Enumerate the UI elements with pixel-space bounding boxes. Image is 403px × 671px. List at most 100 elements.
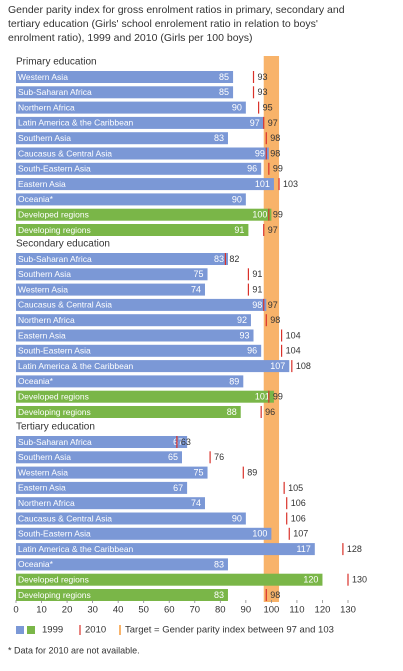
category-label: Eastern Asia (18, 330, 66, 340)
value-label: 65 (168, 452, 178, 462)
value-label-2010: 93 (258, 72, 268, 82)
category-label: Oceania* (18, 194, 54, 204)
chart-title: Gender parity index for gross enrolment … (8, 4, 345, 16)
bar (16, 390, 274, 403)
value-label: 98 (252, 300, 262, 310)
value-label-2010: 105 (288, 483, 303, 493)
value-label-2010: 91 (252, 284, 262, 294)
bar (16, 543, 315, 556)
category-label: Caucasus & Central Asia (18, 148, 112, 158)
bar (16, 132, 228, 145)
value-label: 67 (173, 437, 183, 447)
value-label: 85 (219, 87, 229, 97)
value-label: 75 (194, 269, 204, 279)
value-label-2010: 99 (273, 392, 283, 402)
value-label: 74 (191, 284, 201, 294)
value-label-2010: 63 (181, 437, 191, 447)
value-label: 101 (255, 392, 270, 402)
category-label: Caucasus & Central Asia (18, 300, 112, 310)
bar (16, 466, 208, 479)
x-tick-label: 60 (164, 605, 175, 616)
chart-title: tertiary education (Girls' school enrole… (8, 18, 318, 30)
value-label-2010: 104 (286, 346, 301, 356)
bar (16, 224, 249, 236)
category-label: Latin America & the Caribbean (18, 361, 134, 371)
value-label: 67 (173, 483, 183, 493)
value-label-2010: 76 (214, 452, 224, 462)
category-label: Developing regions (18, 590, 91, 600)
value-label: 120 (303, 575, 318, 585)
legend-label: 2010 (85, 625, 106, 636)
x-tick-label: 20 (62, 605, 73, 616)
value-label: 75 (194, 467, 204, 477)
category-label: Northern Africa (18, 102, 75, 112)
bar (16, 101, 246, 114)
bar (16, 589, 228, 601)
value-label: 117 (296, 544, 310, 554)
x-tick-label: 110 (289, 605, 304, 616)
value-label-2010: 106 (291, 498, 306, 508)
bar (16, 406, 241, 418)
category-label: South-Eastern Asia (18, 164, 91, 174)
value-label: 89 (229, 376, 239, 386)
category-label: Eastern Asia (18, 483, 66, 493)
bar (16, 497, 205, 510)
value-label-2010: 98 (270, 133, 280, 143)
value-label: 96 (247, 346, 257, 356)
category-label: Developing regions (18, 407, 91, 417)
category-label: Oceania* (18, 376, 54, 386)
category-label: Northern Africa (18, 315, 75, 325)
bar (16, 86, 234, 99)
value-label-2010: 95 (263, 102, 273, 112)
value-label: 90 (232, 513, 242, 523)
category-label: Caucasus & Central Asia (18, 513, 112, 523)
category-label: Southern Asia (18, 452, 71, 462)
panel-title: Primary education (16, 57, 97, 68)
bar (16, 375, 244, 388)
value-label: 101 (255, 179, 270, 189)
category-label: Oceania* (18, 559, 54, 569)
value-label-2010: 107 (293, 529, 308, 539)
legend-label: 1999 (42, 625, 63, 636)
value-label-2010: 96 (265, 407, 275, 417)
value-label: 100 (252, 210, 267, 220)
value-label: 100 (252, 529, 267, 539)
category-label: Developed regions (18, 574, 89, 584)
value-label: 92 (237, 315, 247, 325)
bar (16, 344, 262, 357)
bar (16, 208, 272, 221)
x-tick-label: 50 (138, 605, 149, 616)
bar (16, 451, 182, 464)
value-label: 90 (232, 102, 242, 112)
x-tick-label: 80 (215, 605, 226, 616)
value-label-2010: 130 (352, 575, 367, 585)
value-label: 99 (255, 148, 265, 158)
chart-title: enrolment ratio), 1999 and 2010 (Girls p… (8, 32, 253, 44)
bar (16, 178, 274, 191)
bar (16, 71, 234, 83)
value-label-2010: 128 (347, 544, 362, 554)
value-label-2010: 106 (291, 513, 306, 523)
bar (16, 193, 246, 206)
value-label-2010: 97 (268, 300, 278, 310)
bar (16, 573, 323, 586)
category-label: Sub-Saharan Africa (18, 437, 92, 447)
value-label: 83 (214, 590, 224, 600)
category-label: Latin America & the Caribbean (18, 544, 134, 554)
category-label: South-Eastern Asia (18, 529, 91, 539)
category-label: Sub-Saharan Africa (18, 254, 92, 264)
bar (16, 162, 262, 175)
category-label: Southern Asia (18, 269, 71, 279)
bar (16, 253, 228, 265)
panel-title: Secondary education (16, 239, 110, 250)
bar (16, 558, 228, 571)
category-label: Southern Asia (18, 133, 71, 143)
target-band (263, 56, 280, 602)
category-label: Western Asia (18, 467, 68, 477)
value-label-2010: 104 (286, 330, 301, 340)
value-label: 88 (227, 407, 237, 417)
value-label-2010: 108 (296, 361, 311, 371)
bar (16, 436, 188, 448)
panel-title: Tertiary education (16, 422, 95, 433)
